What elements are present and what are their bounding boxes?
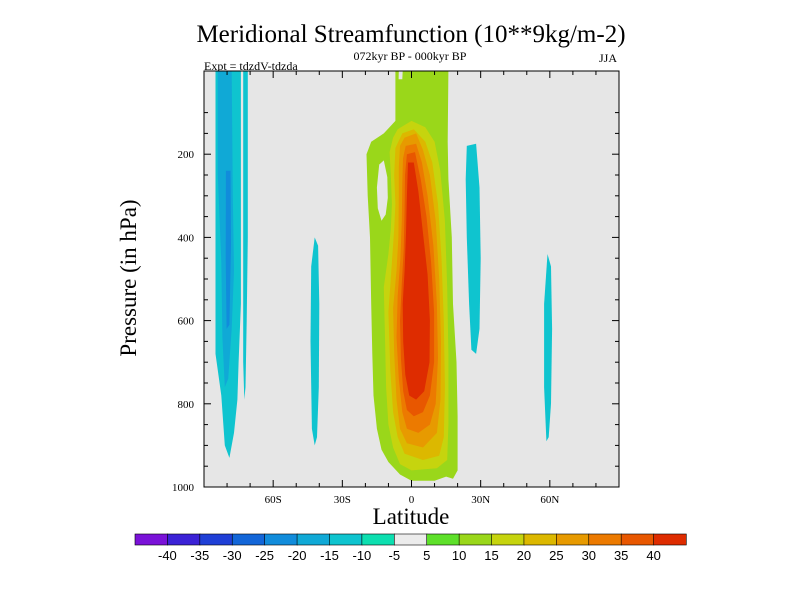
colorbar-label: -35 bbox=[190, 548, 209, 563]
sh-mid-m10 bbox=[310, 237, 320, 446]
y-tick-label: 200 bbox=[178, 149, 195, 161]
chart-subtitle-left: Expt = tdzdV-tdzda bbox=[204, 59, 298, 73]
colorbar-swatch bbox=[134, 533, 169, 546]
x-axis-label: Latitude bbox=[373, 504, 450, 529]
y-tick-label: 1000 bbox=[172, 482, 195, 494]
colorbar-swatch bbox=[426, 533, 460, 546]
trop-p40 bbox=[402, 162, 430, 400]
colorbar-label: -5 bbox=[389, 548, 401, 563]
y-tick-label: 400 bbox=[178, 232, 195, 244]
colorbar-swatch bbox=[523, 533, 557, 546]
colorbar-swatch bbox=[231, 533, 266, 546]
y-tick-label: 600 bbox=[178, 316, 195, 328]
colorbar-swatch bbox=[653, 533, 687, 546]
x-tick-label: 0 bbox=[409, 494, 415, 506]
x-tick-label: 60S bbox=[265, 494, 282, 506]
colorbar-swatch bbox=[199, 533, 233, 546]
x-tick-label: 30S bbox=[334, 494, 351, 506]
colorbar-label: 15 bbox=[484, 548, 498, 563]
colorbar-swatch bbox=[393, 533, 428, 546]
colorbar-swatch bbox=[620, 533, 655, 546]
colorbar-label: 20 bbox=[517, 548, 531, 563]
colorbar-swatch bbox=[556, 533, 590, 546]
colorbar-label: 35 bbox=[614, 548, 628, 563]
x-tick-label: 30N bbox=[471, 494, 490, 506]
trop-hole bbox=[376, 160, 388, 221]
colorbar-swatch bbox=[329, 533, 363, 546]
colorbar-swatch bbox=[167, 533, 201, 546]
colorbar-label: 25 bbox=[549, 548, 563, 563]
colorbar-label: -25 bbox=[255, 548, 274, 563]
y-axis-label: Pressure (in hPa) bbox=[116, 199, 141, 356]
sh-narrow-m10 bbox=[243, 71, 248, 400]
contour-layer bbox=[215, 71, 553, 481]
y-tick-label: 800 bbox=[178, 399, 195, 411]
colorbar-swatch bbox=[588, 533, 622, 546]
colorbar-swatch bbox=[491, 533, 525, 546]
colorbar-swatch bbox=[361, 533, 395, 546]
colorbar-label: -10 bbox=[353, 548, 372, 563]
chart-subtitle-center: 072kyr BP - 000kyr BP bbox=[354, 49, 467, 63]
colorbar-swatch bbox=[264, 533, 298, 546]
colorbar-label: 30 bbox=[582, 548, 596, 563]
x-tick-label: 60N bbox=[540, 494, 559, 506]
colorbar-label: 10 bbox=[452, 548, 466, 563]
colorbar-label: -40 bbox=[158, 548, 177, 563]
axis-ticks: 60S 30S 0 30N 60N 200 400 600 800 1000 bbox=[172, 71, 619, 506]
colorbar: -40 -35 -30 -25 -20 -15 -10 -5 5 10 15 20 25 30 35 40 bbox=[134, 533, 687, 563]
chart-title: Meridional Streamfunction (10**9kg/m-2) bbox=[196, 21, 625, 48]
colorbar-label: 5 bbox=[423, 548, 430, 563]
colorbar-swatch bbox=[458, 533, 493, 546]
colorbar-label: -30 bbox=[223, 548, 242, 563]
colorbar-label: 40 bbox=[646, 548, 660, 563]
colorbar-label: -20 bbox=[288, 548, 307, 563]
nh-high-m10 bbox=[544, 254, 553, 442]
colorbar-swatch bbox=[296, 533, 331, 546]
nh-sub-m10 bbox=[465, 143, 481, 354]
chart-subtitle-right: JJA bbox=[599, 51, 617, 65]
colorbar-label: -15 bbox=[320, 548, 339, 563]
sh-band-m20 bbox=[225, 170, 231, 329]
